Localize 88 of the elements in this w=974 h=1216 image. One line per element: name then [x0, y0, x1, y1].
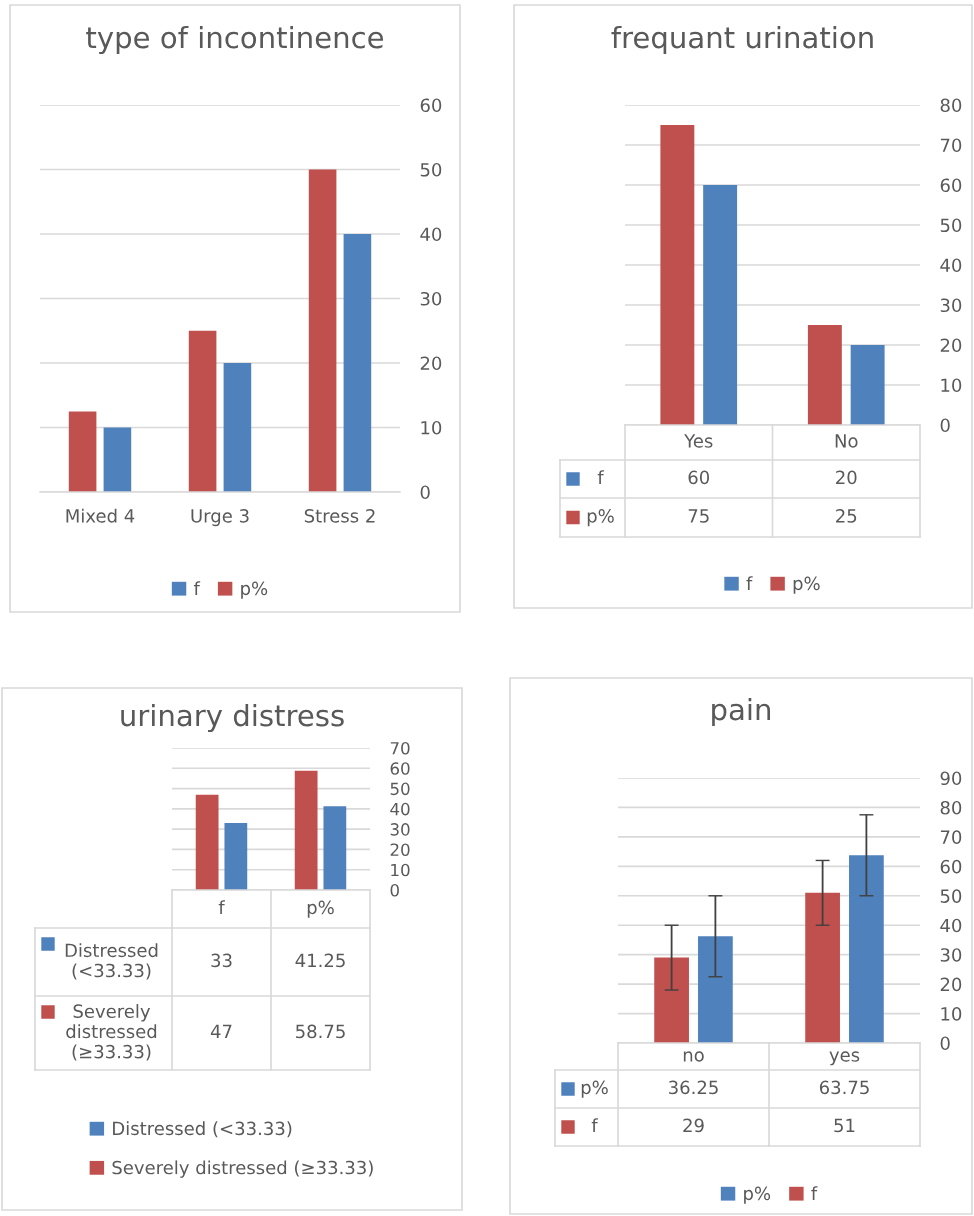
y-tick-label: 0 [420, 485, 430, 500]
bar [323, 806, 347, 890]
chart-title: type of incontinence [86, 25, 384, 55]
y-tick-label: 60 [940, 178, 962, 193]
data-label: 33 [211, 953, 232, 968]
bar [103, 427, 132, 492]
y-tick-label: 70 [940, 830, 962, 845]
legend-label: p% [241, 581, 268, 599]
text: p% [744, 1186, 771, 1204]
data-label: 75 [688, 509, 709, 523]
y-tick-label: 30 [940, 298, 962, 313]
x-tick-label: Mixed 4 [66, 508, 135, 523]
y-tick-label: 50 [940, 218, 962, 233]
y-tick-label: 50 [940, 889, 962, 903]
x-tick-label: Urge 3 [191, 508, 249, 527]
bar [850, 345, 885, 425]
y-tick-label: 0 [940, 418, 950, 433]
data-label: 41.25 [295, 953, 345, 968]
bar [224, 823, 248, 890]
y-tick-label: 20 [420, 356, 442, 371]
bar [294, 770, 318, 890]
y-tick-label: 30 [420, 291, 442, 306]
bar [703, 185, 738, 425]
data-label: 36.25 [669, 1080, 718, 1095]
bar [68, 411, 97, 492]
legend-label: f [591, 1118, 599, 1132]
bar [223, 363, 252, 492]
y-tick-label: 20 [390, 843, 410, 856]
legend-label: p% [581, 1080, 608, 1098]
bar [195, 794, 219, 890]
y-tick-label: 60 [420, 98, 442, 113]
data-label: 29 [683, 1118, 704, 1133]
y-tick-label: 20 [940, 977, 962, 992]
y-tick-label: 0 [390, 883, 399, 897]
y-tick-label: 80 [940, 800, 962, 815]
legend-label: f [597, 470, 605, 484]
legend-label: Severely distressed (≥33.33) [66, 1004, 157, 1061]
y-tick-label: 50 [420, 162, 442, 177]
y-tick-label: 20 [940, 338, 962, 353]
data-label: 58.75 [296, 1024, 345, 1039]
y-tick-label: 70 [940, 138, 962, 153]
text: Severely distressed (≥33.33) [112, 1160, 373, 1178]
chart-title: urinary distress [121, 703, 344, 733]
y-tick-label: 50 [390, 782, 410, 796]
y-tick-label: 10 [421, 420, 442, 435]
bar [660, 125, 695, 425]
y-tick-label: 90 [940, 771, 962, 786]
y-tick-label: 60 [390, 762, 410, 775]
text: f [746, 576, 753, 590]
text: f [811, 1186, 818, 1200]
y-tick-label: 0 [940, 1036, 950, 1051]
chart-title: frequant urination [611, 25, 873, 55]
data-label: 20 [836, 470, 857, 485]
legend-label: Distressed (<33.33) [65, 943, 158, 980]
y-tick-label: 40 [940, 918, 962, 933]
bar [849, 855, 884, 1043]
data-label: 51 [834, 1118, 855, 1133]
bar [698, 936, 733, 1043]
data-label: 63.75 [819, 1080, 869, 1095]
y-tick-label: 40 [940, 258, 962, 273]
y-tick-label: 60 [940, 859, 962, 874]
bar [188, 330, 217, 492]
text: Distressed (<33.33) [113, 1121, 292, 1138]
x-tick-label: no [683, 1051, 704, 1062]
y-tick-label: 10 [391, 863, 410, 877]
y-tick-label: 10 [941, 378, 962, 393]
y-tick-label: 70 [390, 741, 410, 755]
x-tick-label: Stress 2 [304, 508, 375, 523]
data-label: 60 [688, 470, 710, 485]
bar [805, 892, 840, 1043]
y-tick-label: 40 [420, 227, 442, 242]
text: p% [793, 576, 820, 594]
y-tick-label: 30 [940, 948, 962, 962]
bar [807, 325, 842, 425]
y-tick-label: 10 [941, 1007, 962, 1021]
legend-label: f [193, 581, 201, 595]
bar [308, 169, 337, 492]
data-label: 25 [836, 509, 857, 523]
bar [343, 234, 372, 492]
x-tick-label: No [835, 434, 858, 448]
y-tick-label: 80 [940, 98, 962, 113]
bar [654, 957, 689, 1043]
y-tick-label: 30 [390, 823, 410, 836]
data-label: 47 [210, 1024, 232, 1038]
x-tick-label: Yes [684, 434, 713, 448]
chart-title: pain [712, 697, 771, 727]
x-tick-label: yes [829, 1051, 860, 1066]
y-tick-label: 40 [390, 802, 410, 816]
